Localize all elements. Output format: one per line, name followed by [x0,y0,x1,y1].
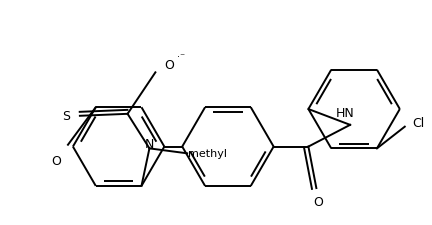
Text: S: S [62,110,70,123]
Text: HN: HN [336,107,355,120]
Text: methyl: methyl [187,149,226,159]
Text: O: O [164,59,174,72]
Text: O: O [313,196,323,208]
Text: N: N [145,137,154,150]
Text: ·⁻: ·⁻ [177,52,185,62]
Text: O: O [51,154,61,167]
Text: Cl: Cl [413,117,425,130]
